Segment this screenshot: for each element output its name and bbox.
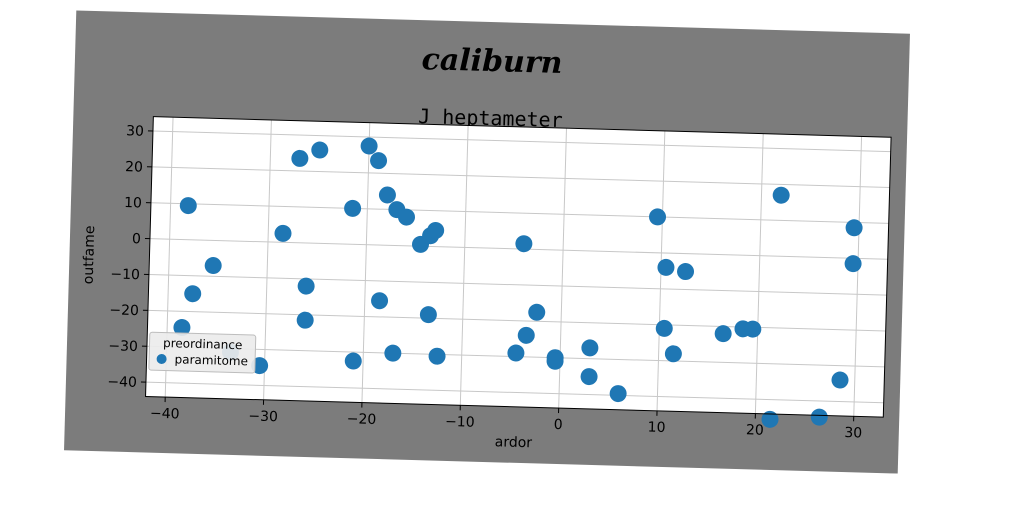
legend-title: preordinance bbox=[157, 336, 249, 353]
legend-label: paramitome bbox=[174, 352, 248, 368]
x-tick-label: 10 bbox=[647, 420, 665, 436]
x-tick-label: −40 bbox=[150, 406, 180, 423]
y-tick-label: −30 bbox=[108, 338, 138, 355]
legend-marker-icon bbox=[156, 354, 166, 364]
legend: preordinance paramitome bbox=[148, 332, 256, 374]
x-axis-label: ardor bbox=[495, 434, 533, 451]
y-tick-label: 20 bbox=[125, 159, 143, 175]
y-tick-label: 0 bbox=[132, 231, 141, 247]
y-tick-label: −10 bbox=[110, 266, 140, 283]
x-tick-label: −20 bbox=[346, 411, 376, 428]
x-tick-label: −10 bbox=[445, 414, 475, 431]
x-tick-label: 0 bbox=[554, 417, 563, 433]
x-tick-label: 20 bbox=[746, 422, 764, 438]
y-tick-label: −40 bbox=[107, 374, 137, 391]
y-tick-label: −20 bbox=[109, 302, 139, 319]
x-tick-label: 30 bbox=[844, 425, 862, 441]
y-tick-label: 30 bbox=[126, 123, 144, 139]
y-axis-label: outfame bbox=[81, 225, 99, 284]
legend-entry: paramitome bbox=[156, 352, 248, 369]
chart-figure: caliburn J heptameter −40 −30 −20 −10 0 10 20 3… bbox=[64, 10, 910, 473]
x-tick-label: −30 bbox=[248, 408, 278, 425]
y-tick-label: 10 bbox=[124, 195, 142, 211]
scatter-plot: −40 −30 −20 −10 0 10 20 30 −40 −30 −20 −10 0 10 20 30 a… bbox=[64, 10, 910, 473]
